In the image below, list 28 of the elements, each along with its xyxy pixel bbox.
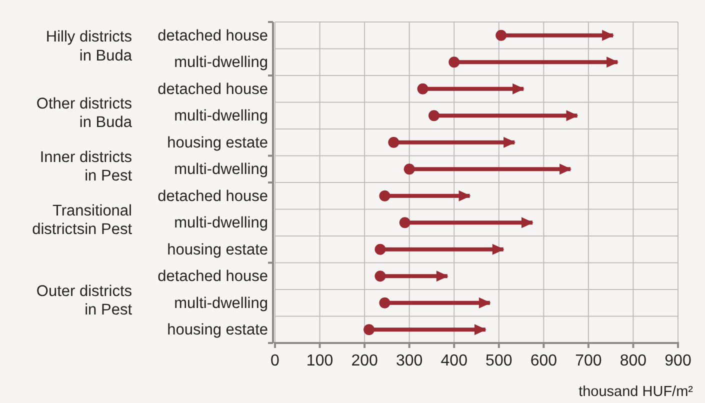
x-tick-label: 400 [440, 352, 468, 370]
y-tick-label: detached house [158, 27, 268, 44]
text: Hilly districts in Buda [46, 28, 132, 64]
text: Other districts in Buda [36, 96, 132, 132]
x-tick-label: 200 [351, 352, 378, 370]
x-axis-title: thousand HUF/m² [578, 384, 694, 400]
x-tick-label: 500 [486, 352, 512, 370]
y-tick-label: detached house [158, 188, 268, 205]
text: Transitional districtsin Pest [32, 202, 133, 238]
y-tick-label: housing estate [167, 241, 268, 258]
x-tick-label: 900 [664, 352, 692, 370]
text: Outer districts in Pest [36, 282, 133, 318]
y-tick-label: multi-dwelling [174, 108, 268, 125]
x-tick-label: 300 [396, 352, 423, 370]
y-tick-label: housing estate [167, 322, 268, 339]
x-tick-label: 700 [575, 352, 602, 370]
x-tick-label: 600 [530, 352, 558, 370]
y-tick-label: multi-dwelling [174, 294, 268, 312]
y-tick-label: multi-dwelling [174, 161, 268, 178]
y-tick-label: housing estate [167, 134, 268, 152]
y-tick-label: multi-dwelling [174, 54, 268, 72]
x-tick-label: 100 [306, 352, 334, 370]
y-tick-label: detached house [158, 268, 268, 286]
y-tick-label: detached house [158, 80, 268, 98]
x-tick-label: 0 [270, 352, 280, 370]
text: Inner districts in Pest [40, 149, 133, 185]
x-tick-label: 800 [620, 352, 647, 370]
y-tick-label: multi-dwelling [174, 214, 268, 232]
